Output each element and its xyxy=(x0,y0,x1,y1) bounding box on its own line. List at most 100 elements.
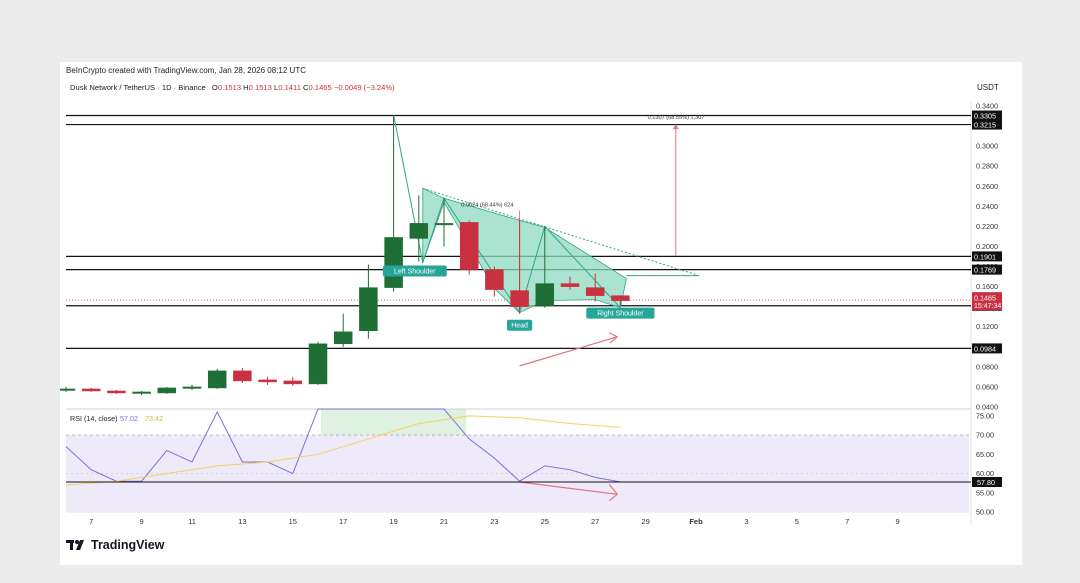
rsi-tick-label: 65.00 xyxy=(976,450,994,459)
time-tick-label: 5 xyxy=(795,517,799,526)
candle-body xyxy=(535,283,555,306)
chart-card: BeInCrypto created with TradingView.com,… xyxy=(60,62,1022,565)
time-tick-label: 29 xyxy=(641,517,649,526)
measure-top-label: 0.1307 (68.55%) 1,307 xyxy=(648,115,705,121)
ohlc-low: 0.1411 xyxy=(278,83,301,92)
rsi-ma-value: 73.42 xyxy=(145,414,163,423)
time-tick-label: 17 xyxy=(339,517,347,526)
price-tick-label: 0.2800 xyxy=(976,162,998,171)
brand-logo: TradingView xyxy=(66,538,164,552)
price-tick-label: 0.0400 xyxy=(976,403,998,412)
candle-body xyxy=(459,222,479,270)
time-tick-label: 7 xyxy=(845,517,849,526)
attribution: BeInCrypto created with TradingView.com,… xyxy=(66,66,306,75)
level-label-bg xyxy=(972,119,1002,130)
label-head: Head xyxy=(511,323,528,330)
label-right-shoulder-bg xyxy=(586,307,655,319)
candle-body xyxy=(308,343,328,385)
current-price-label-bg xyxy=(972,292,1002,311)
level-label-bg xyxy=(972,251,1002,262)
trend-arrow-line xyxy=(519,336,618,367)
level-label-bg xyxy=(972,264,1002,275)
ohlc-open: 0.1513 xyxy=(217,83,242,92)
price-tick-label: 0.3000 xyxy=(976,142,998,151)
time-tick-label: 15 xyxy=(289,517,297,526)
brand-name: TradingView xyxy=(91,538,165,552)
candle-body xyxy=(409,223,429,239)
rsi-line xyxy=(65,408,621,483)
time-tick-label: 9 xyxy=(140,517,144,526)
label-head-bg xyxy=(507,319,533,331)
candle-body xyxy=(384,237,403,288)
time-tick-label: 21 xyxy=(440,517,448,526)
level-label: 0.1901 xyxy=(974,252,996,261)
price-tick-label: 0.2600 xyxy=(976,182,998,191)
candle-body xyxy=(510,290,529,307)
rsi-tick-label: 50.00 xyxy=(976,508,994,517)
label-left-shoulder: Left Shoulder xyxy=(394,269,436,276)
time-tick-label: 7 xyxy=(89,517,93,526)
price-tick-label: 0.2000 xyxy=(976,242,998,251)
candle-body xyxy=(81,388,101,392)
ohlc-h-label: H xyxy=(243,83,249,92)
price-chart: 0.34000.32000.30000.28000.26000.24000.22… xyxy=(60,102,1002,526)
candle-body xyxy=(434,223,454,226)
time-tick-label: 23 xyxy=(490,517,498,526)
label-right-shoulder: Right Shoulder xyxy=(597,311,644,318)
time-tick-label: 25 xyxy=(541,517,549,526)
rsi-divergence-arrow xyxy=(519,481,618,495)
level-label: 0.1769 xyxy=(974,266,996,275)
measure-mid-label: 0.0024 (68.44%) 624 xyxy=(461,202,513,208)
trend-arrow-head xyxy=(608,332,619,344)
time-tick-label: 9 xyxy=(896,517,900,526)
candle-body xyxy=(233,370,252,382)
label-left-shoulder-bg xyxy=(382,265,447,277)
level-label: 0.3215 xyxy=(974,121,996,130)
price-tick-label: 0.2400 xyxy=(976,202,998,211)
time-tick-label: Feb xyxy=(689,517,703,526)
time-tick-label: 19 xyxy=(389,517,397,526)
rsi-ma-line xyxy=(65,415,621,486)
candle-body xyxy=(560,283,580,287)
candle-body xyxy=(157,387,177,394)
symbol-title: Dusk Network / TetherUS · 1D · Binance xyxy=(70,83,206,92)
symbol-line: Dusk Network / TetherUS · 1D · Binance O… xyxy=(70,83,395,92)
price-tick-label: 0.2200 xyxy=(976,222,998,231)
rsi-value: 57.02 xyxy=(120,414,138,423)
candle-body xyxy=(611,295,630,301)
candle-body xyxy=(485,269,504,290)
rsi-title: RSI (14, close) xyxy=(70,414,118,423)
rsi-current-label-bg xyxy=(972,477,1002,487)
time-tick-label: 11 xyxy=(188,517,196,526)
countdown-label: 15:47:34 xyxy=(974,303,1001,310)
candle-body xyxy=(585,287,605,296)
ohlc-close: 0.1465 xyxy=(308,83,332,92)
rsi-divergence-arrow-head xyxy=(608,483,619,502)
candle-body xyxy=(107,390,126,394)
price-tick-label: 0.1200 xyxy=(976,322,998,331)
candle-body xyxy=(60,388,76,391)
rsi-tick-label: 60.00 xyxy=(976,469,994,478)
time-tick-label: 27 xyxy=(591,517,599,526)
rsi-tick-label: 75.00 xyxy=(976,411,994,420)
candle-body xyxy=(359,287,378,331)
neckline xyxy=(422,187,700,277)
level-label-bg xyxy=(972,343,1002,354)
currency-label: USDT xyxy=(977,83,999,92)
current-price-label: 0.1465 xyxy=(974,294,996,303)
candle-body xyxy=(207,370,227,389)
price-tick-label: 0.0600 xyxy=(976,382,998,391)
ohlc-change: −0.0049 (−3.24%) xyxy=(333,83,395,92)
time-tick-label: 3 xyxy=(744,517,748,526)
ohlc-c-label: C xyxy=(303,83,309,92)
candle-body xyxy=(333,331,353,345)
rsi-tick-label: 55.00 xyxy=(976,488,994,497)
candle-body xyxy=(132,391,151,394)
level-label-bg xyxy=(972,110,1002,121)
ohlc-o-label: O xyxy=(211,83,218,92)
ohlc-high: 0.1513 xyxy=(248,83,272,92)
candle-body xyxy=(283,380,303,385)
level-label: 0.0984 xyxy=(974,344,996,353)
ohlc-l-label: L xyxy=(274,83,279,92)
rsi-current-label: 57.80 xyxy=(977,478,995,487)
